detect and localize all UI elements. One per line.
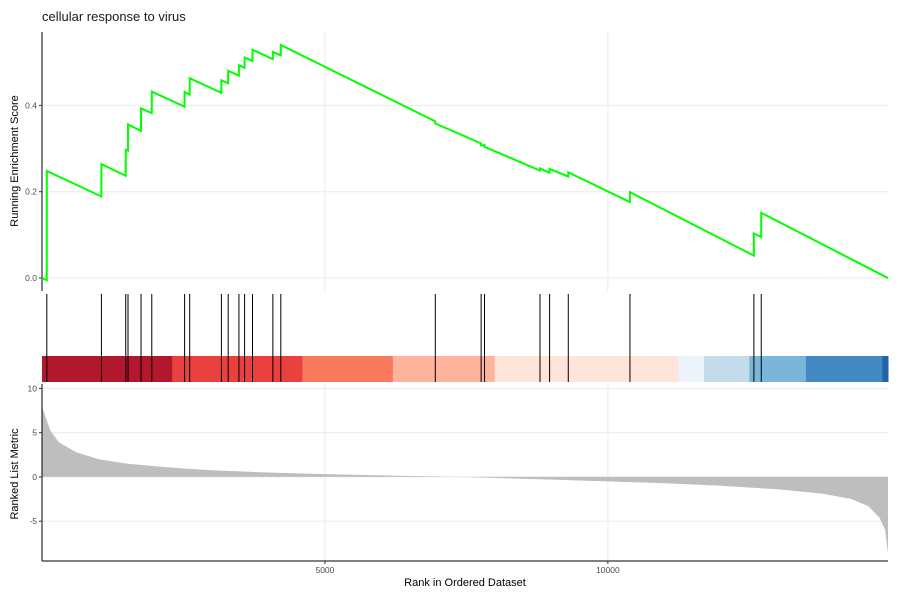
es-ytick-label: 0.2 [25,187,37,197]
colorbar-segment [494,356,680,382]
colorbar-segment [42,356,173,382]
rank-ytick-label: 10 [28,383,38,393]
colorbar-segment [172,356,303,382]
colorbar-segment [805,356,883,382]
rank-ytick-label: 0 [32,472,37,482]
ranked-metric-area [42,406,888,554]
top-y-ticks: 0.0 0.2 0.4 [25,100,42,283]
rank-ytick-label: -5 [29,516,37,526]
rank-xtick-label: 5000 [315,565,334,575]
es-axis-label: Running Enrichment Score [9,95,21,226]
rank-ytick-label: 5 [32,428,37,438]
es-ytick-label: 0.0 [25,273,37,283]
colorbar-segment [302,356,394,382]
top-gridlines [42,32,888,291]
rank-colorbar [42,356,889,382]
rank-metric-axis-label: Ranked List Metric [9,428,21,520]
colorbar-segment [704,356,750,382]
gene-hits-panel [42,294,889,382]
ranked-list-panel: -5 0 5 10 5000 10000 Ranked List Metric Rank… [9,383,888,589]
rank-xtick-label: 10000 [596,565,620,575]
running-enrichment-panel: 0.0 0.2 0.4 Running Enrichment Score [9,32,889,291]
chart-title: cellular response to virus [42,9,186,24]
bottom-x-ticks: 5000 10000 [315,561,620,575]
colorbar-segment [882,356,889,382]
colorbar-segment [392,356,496,382]
enrichment-score-line [41,43,889,282]
gene-hit-marks [46,294,762,382]
es-ytick-label: 0.4 [25,100,37,110]
rank-x-axis-label: Rank in Ordered Dataset [404,577,526,589]
colorbar-segment [749,356,807,382]
colorbar-segment [678,356,705,382]
bottom-y-ticks: -5 0 5 10 [28,383,42,526]
